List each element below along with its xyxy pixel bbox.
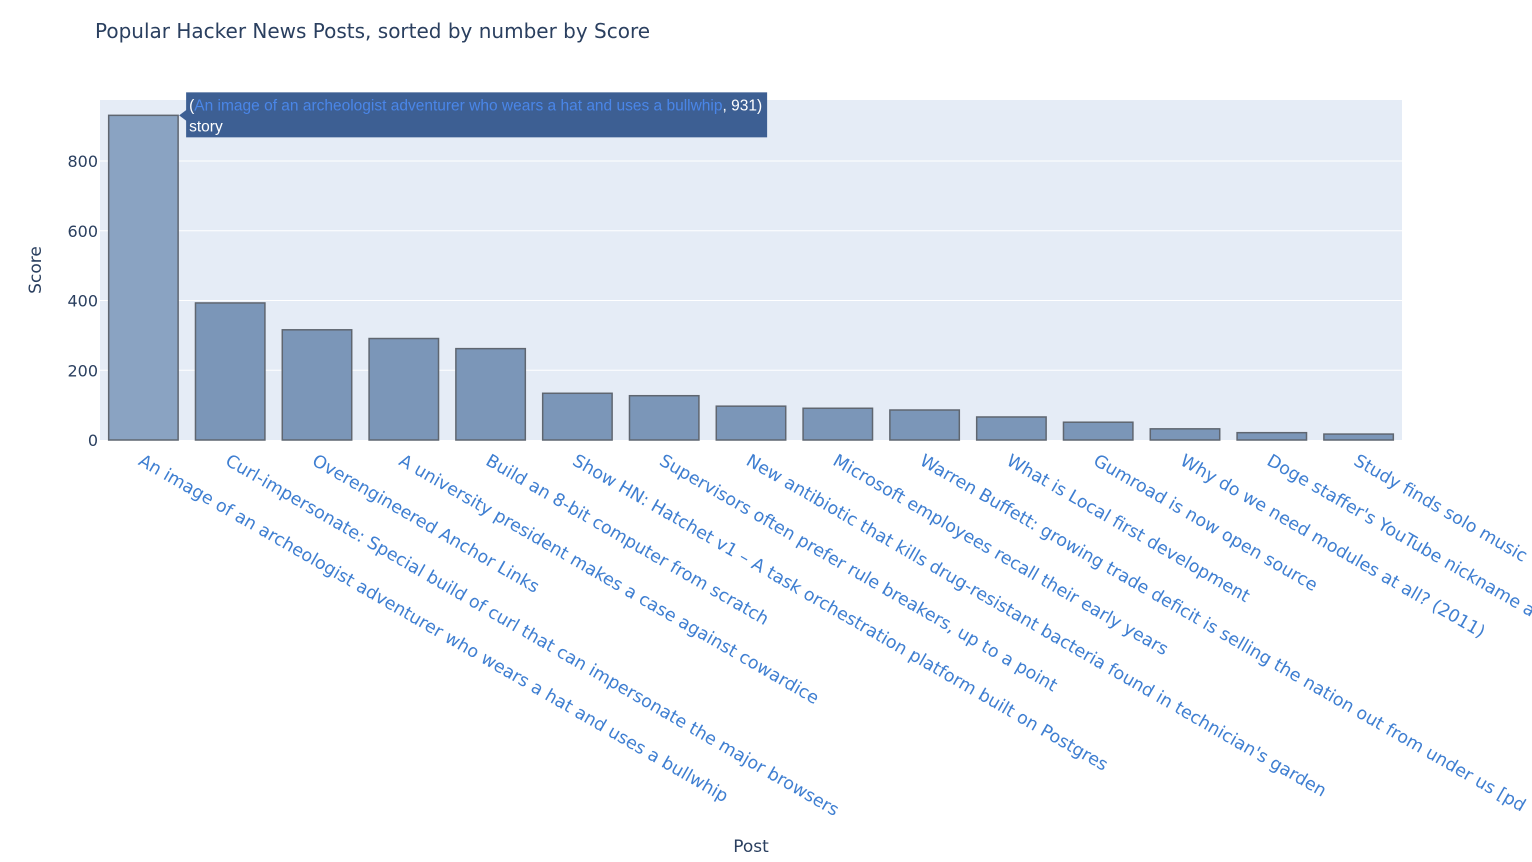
tooltip-label: An image of an archeologist adventurer w…: [194, 97, 722, 114]
bar[interactable]: [281, 329, 353, 441]
y-tick-label: 0: [88, 431, 98, 450]
tooltip-type: story: [189, 118, 223, 135]
bar[interactable]: [194, 302, 266, 441]
tooltip-box: [186, 92, 768, 138]
y-axis-title: Score: [26, 246, 46, 294]
bar[interactable]: [975, 416, 1047, 441]
x-tick-label[interactable]: Why do we need modules at all? (2011): [1177, 451, 1489, 643]
bar[interactable]: [107, 114, 179, 441]
y-tick-label: 400: [67, 292, 98, 311]
hover-tooltip: (An image of an archeologist adventurer …: [179, 92, 768, 138]
x-axis-title: Post: [733, 837, 769, 857]
x-tick-label[interactable]: Supervisors often prefer rule breakers, …: [656, 451, 1061, 696]
bar[interactable]: [1236, 431, 1308, 441]
tooltip-pointer: [179, 109, 188, 122]
y-tick-label: 200: [67, 361, 98, 380]
tooltip-value: , 931): [722, 97, 762, 114]
chart-title: Popular Hacker News Posts, sorted by num…: [95, 19, 650, 43]
bar[interactable]: [368, 337, 440, 441]
y-tick-label: 600: [67, 222, 98, 241]
tooltip-open-paren: (: [189, 97, 195, 114]
bar[interactable]: [1323, 433, 1395, 441]
bar[interactable]: [628, 394, 700, 441]
x-axis-ticks[interactable]: An image of an archeologist adventurer w…: [135, 451, 1532, 821]
bar[interactable]: [455, 347, 527, 441]
bar[interactable]: [715, 405, 787, 441]
bar[interactable]: [1149, 428, 1221, 441]
bars[interactable]: [107, 114, 1395, 441]
y-tick-label: 800: [67, 152, 98, 171]
bar[interactable]: [802, 407, 874, 441]
y-axis-ticks: 0 200 400 600 800: [67, 152, 98, 450]
bar[interactable]: [541, 392, 613, 441]
bar[interactable]: [1062, 421, 1134, 441]
tooltip-line-1: (An image of an archeologist adventurer …: [189, 97, 762, 114]
bar[interactable]: [889, 409, 961, 441]
